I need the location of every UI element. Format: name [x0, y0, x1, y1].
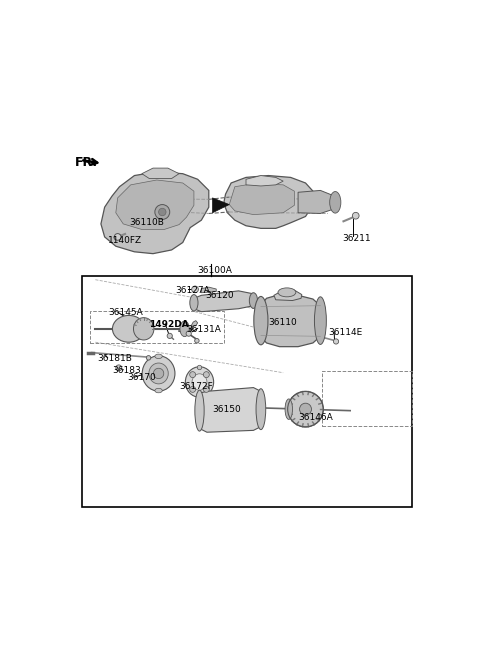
Circle shape	[186, 331, 192, 336]
Polygon shape	[274, 290, 302, 300]
Circle shape	[114, 234, 121, 240]
Ellipse shape	[330, 192, 341, 213]
Circle shape	[197, 365, 202, 370]
Polygon shape	[246, 175, 283, 186]
Polygon shape	[229, 184, 294, 215]
Circle shape	[190, 372, 196, 378]
Text: 1140FZ: 1140FZ	[108, 236, 143, 245]
Bar	[90, 311, 224, 343]
Ellipse shape	[155, 388, 162, 393]
Text: 36131A: 36131A	[186, 325, 221, 334]
Ellipse shape	[142, 356, 175, 391]
Text: 36120: 36120	[205, 291, 234, 300]
Text: 36183: 36183	[112, 366, 141, 375]
Ellipse shape	[149, 363, 168, 384]
Text: 1492DA: 1492DA	[149, 320, 189, 329]
Text: FR.: FR.	[75, 156, 98, 170]
Ellipse shape	[288, 392, 323, 427]
Polygon shape	[224, 175, 313, 229]
Polygon shape	[191, 321, 198, 327]
Text: 36110: 36110	[268, 319, 297, 327]
Circle shape	[192, 286, 198, 293]
Text: 36127A: 36127A	[175, 286, 210, 294]
Circle shape	[204, 372, 209, 378]
Circle shape	[352, 212, 359, 219]
Polygon shape	[298, 191, 339, 214]
Text: 36150: 36150	[213, 405, 241, 415]
Ellipse shape	[112, 315, 145, 342]
Circle shape	[334, 339, 338, 344]
Ellipse shape	[254, 296, 268, 345]
Ellipse shape	[195, 390, 204, 431]
Bar	[83, 276, 411, 507]
Text: 36181B: 36181B	[97, 354, 132, 363]
Ellipse shape	[180, 321, 189, 336]
Circle shape	[190, 386, 196, 392]
Text: 36100A: 36100A	[198, 266, 232, 275]
Text: 36211: 36211	[343, 233, 372, 242]
Polygon shape	[202, 287, 216, 293]
Ellipse shape	[185, 367, 214, 397]
Circle shape	[195, 338, 199, 343]
Circle shape	[300, 403, 312, 415]
Ellipse shape	[249, 293, 258, 308]
Text: 36170: 36170	[127, 373, 156, 382]
Polygon shape	[142, 168, 179, 179]
Text: 36146A: 36146A	[298, 413, 333, 422]
Text: 36110B: 36110B	[129, 217, 164, 227]
Polygon shape	[200, 388, 261, 432]
Circle shape	[204, 386, 209, 392]
Circle shape	[158, 208, 166, 215]
Ellipse shape	[278, 288, 296, 297]
Polygon shape	[260, 294, 321, 347]
Circle shape	[155, 204, 170, 219]
Text: 36172F: 36172F	[179, 382, 213, 392]
Ellipse shape	[190, 294, 198, 311]
Polygon shape	[101, 172, 209, 254]
Polygon shape	[116, 180, 194, 229]
Ellipse shape	[155, 354, 162, 359]
Polygon shape	[194, 291, 253, 311]
Circle shape	[167, 333, 172, 338]
Polygon shape	[213, 198, 229, 213]
Ellipse shape	[285, 399, 292, 419]
Ellipse shape	[133, 317, 154, 340]
Ellipse shape	[256, 389, 266, 430]
Circle shape	[146, 355, 151, 360]
Circle shape	[116, 365, 122, 371]
Bar	[322, 371, 411, 426]
Text: 36145A: 36145A	[108, 308, 143, 317]
Ellipse shape	[314, 297, 326, 344]
Circle shape	[154, 368, 164, 378]
Text: 36114E: 36114E	[328, 328, 362, 337]
Ellipse shape	[192, 374, 207, 390]
